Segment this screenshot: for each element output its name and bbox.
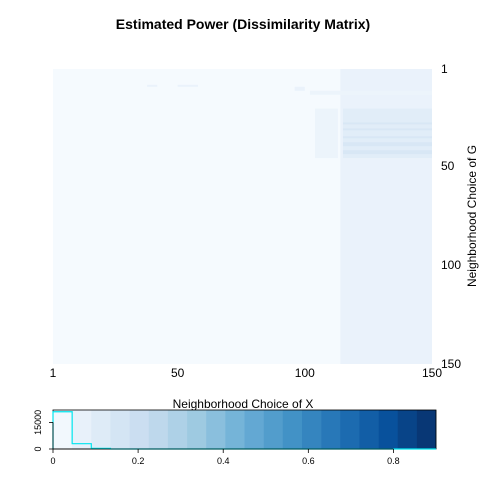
color-key-bin xyxy=(110,410,130,449)
heatmap-row-band-0 xyxy=(342,122,432,125)
heatmap-row-band-1 xyxy=(342,128,432,131)
color-key-x-tick-label: 0.6 xyxy=(302,456,315,466)
color-key-x-tick-label: 0 xyxy=(50,456,55,466)
color-key-bin xyxy=(378,410,398,449)
color-key-bin xyxy=(206,410,226,449)
color-key-bin xyxy=(340,410,360,449)
heatmap-y-axis-label: Neighborhood Choice of G xyxy=(465,145,479,287)
heatmap-region-3 xyxy=(309,90,432,95)
color-key-x-ticks: 0 0.2 0.4 0.6 0.8 xyxy=(50,448,400,466)
chart-title: Estimated Power (Dissimilarity Matrix) xyxy=(116,16,370,32)
color-key-bin xyxy=(72,410,92,449)
color-key-bin xyxy=(167,410,188,449)
heatmap-x-tick-label: 150 xyxy=(422,366,442,380)
heatmap-region-2 xyxy=(314,108,338,159)
heatmap-y-tick-label: 150 xyxy=(441,357,461,371)
color-key-bin xyxy=(263,410,284,449)
color-key-bin xyxy=(244,410,264,449)
heatmap-row-band-4 xyxy=(342,150,432,155)
heatmap-region-4 xyxy=(147,84,158,87)
color-key-x-tick-label: 0.8 xyxy=(387,456,400,466)
color-key-bin xyxy=(416,410,437,449)
color-key-bin xyxy=(129,410,150,449)
heatmap-x-tick-label: 50 xyxy=(171,366,185,380)
heatmap-x-tick-label: 1 xyxy=(50,366,57,380)
heatmap-y-tick-label: 1 xyxy=(441,62,448,76)
heatmap-y-tick-label: 100 xyxy=(441,258,461,272)
heatmap-x-axis-label: Neighborhood Choice of X xyxy=(173,397,314,411)
color-key-bin xyxy=(225,410,245,449)
color-key-bin xyxy=(282,410,303,449)
heatmap-row-band-3 xyxy=(342,142,432,147)
heatmap-x-tick-labels: 1 50 100 150 xyxy=(50,366,443,380)
color-key-bin xyxy=(359,410,379,449)
heatmap-cells xyxy=(147,69,432,364)
color-key-bin xyxy=(301,410,322,449)
heatmap-region-1 xyxy=(342,108,432,159)
heatmap-row-band-2 xyxy=(342,136,432,139)
color-key-x-tick-label: 0.2 xyxy=(132,456,145,466)
color-key-histogram: 0 0.2 0.4 0.6 0.8 0 15000 xyxy=(33,409,437,466)
color-key-x-tick-label: 0.4 xyxy=(217,456,230,466)
heatmap-x-tick-label: 100 xyxy=(295,366,315,380)
color-key-bin xyxy=(148,410,169,449)
color-key-y-ticks: 0 15000 xyxy=(33,410,54,452)
color-key-bin xyxy=(187,410,207,449)
color-key-bin xyxy=(321,410,341,449)
color-key-bins xyxy=(53,410,437,449)
color-key-bin xyxy=(397,410,418,449)
heatmap-region-5 xyxy=(177,84,198,87)
heatmap-region-6 xyxy=(294,86,305,91)
color-key-bin xyxy=(53,410,73,449)
color-key-y-tick-label: 15000 xyxy=(33,410,43,435)
color-key-bin xyxy=(91,410,111,449)
color-key-y-tick-label: 0 xyxy=(33,446,43,451)
heatmap-y-tick-label: 50 xyxy=(441,159,455,173)
